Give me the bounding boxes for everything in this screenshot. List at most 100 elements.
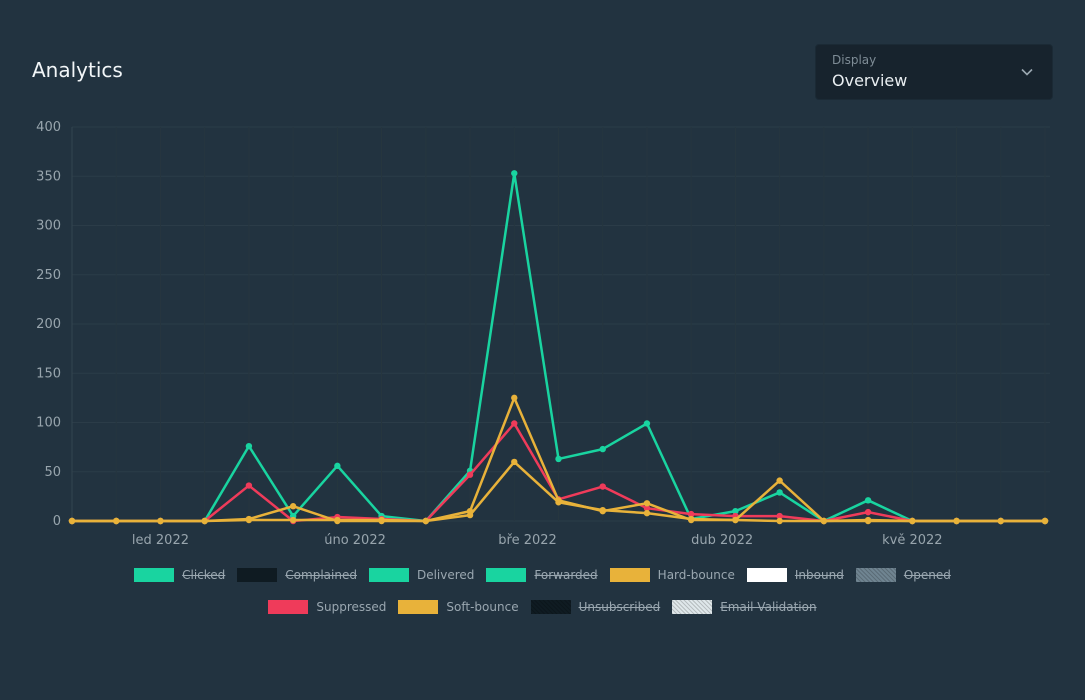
chevron-down-icon	[1021, 68, 1033, 76]
data-point[interactable]	[864, 508, 872, 516]
data-point[interactable]	[643, 420, 651, 427]
legend-swatch	[672, 600, 713, 614]
legend-row: Suppressed Soft-bounce Unsubscribed Email V…	[0, 597, 1085, 617]
legend-swatch	[746, 568, 787, 582]
data-point[interactable]	[864, 516, 872, 524]
data-point[interactable]	[997, 517, 1004, 525]
data-point[interactable]	[113, 517, 120, 525]
data-point[interactable]	[555, 455, 562, 463]
data-point[interactable]	[599, 483, 606, 490]
y-tick-label: 200	[36, 317, 61, 332]
data-point[interactable]	[776, 489, 783, 496]
data-point[interactable]	[643, 500, 651, 507]
legend-item-email-validation[interactable]: Email Validation	[672, 597, 817, 617]
legend-item-suppressed[interactable]: Suppressed	[268, 597, 386, 617]
data-point[interactable]	[289, 516, 297, 524]
x-tick-label: dub 2022	[691, 533, 753, 548]
legend-swatch	[486, 568, 527, 582]
x-tick-label: bře 2022	[498, 533, 557, 548]
data-point[interactable]	[334, 462, 341, 470]
data-point[interactable]	[245, 482, 253, 489]
x-tick-label: led 2022	[132, 533, 189, 548]
data-point[interactable]	[776, 512, 783, 520]
legend-label: Delivered	[416, 568, 475, 582]
data-point[interactable]	[511, 170, 518, 177]
data-point[interactable]	[687, 510, 695, 518]
y-tick-label: 100	[36, 416, 61, 431]
legend-label: Inbound	[794, 568, 844, 582]
display-select-label: Display	[832, 53, 877, 67]
legend-item-complained[interactable]: Complained	[237, 565, 357, 585]
data-point[interactable]	[599, 445, 606, 453]
data-point[interactable]	[511, 394, 518, 402]
legend-swatch	[134, 568, 175, 582]
y-tick-label: 250	[36, 268, 61, 283]
data-point[interactable]	[1041, 517, 1049, 525]
display-select[interactable]: Display Overview	[815, 44, 1053, 100]
data-point[interactable]	[334, 517, 341, 525]
data-point[interactable]	[953, 517, 960, 525]
legend-swatch	[609, 568, 650, 582]
data-point[interactable]	[643, 509, 651, 517]
legend-swatch	[268, 600, 309, 614]
legend-label: Hard-bounce	[657, 568, 735, 582]
legend-label: Forwarded	[534, 568, 598, 582]
display-select-value: Overview	[832, 71, 908, 90]
series-hard-bounce	[68, 394, 1049, 525]
x-tick-label: kvě 2022	[882, 533, 942, 548]
data-point[interactable]	[687, 516, 695, 524]
data-point[interactable]	[466, 507, 474, 515]
data-point[interactable]	[245, 442, 253, 450]
legend-label: Soft-bounce	[446, 600, 519, 614]
legend-item-inbound[interactable]: Inbound	[746, 565, 844, 585]
page-title: Analytics	[32, 58, 123, 82]
legend-item-hard-bounce[interactable]: Hard-bounce	[609, 565, 735, 585]
data-point[interactable]	[466, 471, 474, 478]
data-point[interactable]	[864, 497, 872, 504]
data-point[interactable]	[511, 458, 518, 466]
grid-lines	[71, 126, 1050, 522]
legend-item-opened[interactable]: Opened	[855, 565, 951, 585]
legend-swatch	[237, 568, 278, 582]
y-tick-label: 350	[36, 169, 61, 184]
line-chart: 0 50 100 150 200 250 300 350 400 led 2022 úno 202…	[36, 120, 1050, 548]
legend-item-clicked[interactable]: Clicked	[134, 565, 225, 585]
data-point[interactable]	[732, 507, 739, 515]
data-point[interactable]	[378, 517, 385, 525]
legend-label: Clicked	[182, 568, 226, 582]
data-point[interactable]	[201, 517, 208, 525]
data-point[interactable]	[776, 517, 783, 525]
data-point[interactable]	[68, 517, 76, 525]
legend-swatch	[855, 568, 896, 582]
data-point[interactable]	[157, 517, 164, 525]
data-point[interactable]	[245, 515, 253, 523]
x-tick-label: úno 2022	[324, 533, 386, 548]
data-point[interactable]	[820, 517, 828, 525]
y-tick-label: 300	[36, 219, 61, 234]
y-axis: 0 50 100 150 200 250 300 350 400	[36, 120, 61, 529]
legend-label: Suppressed	[316, 600, 387, 614]
legend-label: Email Validation	[720, 600, 817, 614]
legend-item-unsubscribed[interactable]: Unsubscribed	[530, 597, 661, 617]
data-point[interactable]	[909, 517, 916, 525]
legend-label: Opened	[903, 568, 951, 582]
y-tick-label: 50	[44, 465, 61, 480]
data-point[interactable]	[555, 497, 562, 504]
data-point[interactable]	[511, 420, 518, 427]
series-lines	[68, 170, 1049, 525]
legend-swatch	[530, 600, 571, 614]
data-point[interactable]	[289, 503, 297, 510]
data-point[interactable]	[643, 504, 651, 512]
legend: Clicked Complained Delivered Forwarded Hard-…	[0, 565, 1085, 629]
legend-item-soft-bounce[interactable]: Soft-bounce	[398, 597, 519, 617]
data-point[interactable]	[776, 477, 783, 484]
data-point[interactable]	[599, 507, 606, 515]
data-point[interactable]	[422, 517, 430, 525]
legend-item-delivered[interactable]: Delivered	[368, 565, 475, 585]
data-point[interactable]	[732, 516, 739, 524]
legend-swatch	[368, 568, 409, 582]
legend-label: Unsubscribed	[578, 600, 661, 614]
legend-swatch	[398, 600, 439, 614]
legend-item-forwarded[interactable]: Forwarded	[486, 565, 598, 585]
legend-row: Clicked Complained Delivered Forwarded Hard-…	[0, 565, 1085, 585]
